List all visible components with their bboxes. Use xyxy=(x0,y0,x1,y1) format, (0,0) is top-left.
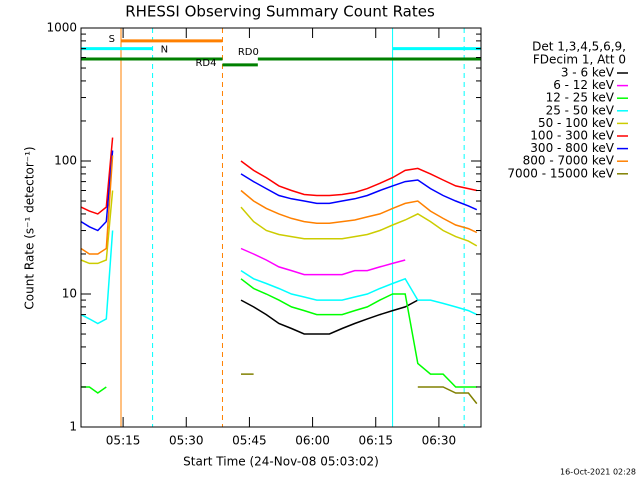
chart-title: RHESSI Observing Summary Count Rates xyxy=(125,3,435,21)
legend-label: 100 - 300 keV xyxy=(530,129,614,143)
series-line xyxy=(240,247,406,276)
annotation-label: RD0 xyxy=(238,47,259,58)
x-tick-label: 06:30 xyxy=(422,434,457,448)
series-line xyxy=(80,190,478,265)
series-line xyxy=(80,137,477,215)
series-line xyxy=(240,299,419,335)
legend-label: 3 - 6 keV xyxy=(561,66,615,80)
x-axis-label: Start Time (24-Nov-08 05:03:02) xyxy=(183,455,379,469)
annotation-label: S xyxy=(109,34,115,45)
legend-label: 6 - 12 keV xyxy=(553,78,615,92)
legend-label: 12 - 25 keV xyxy=(546,91,615,105)
plot-frame xyxy=(80,27,482,428)
legend-title: FDecim 1, Att 0 xyxy=(533,53,626,67)
y-tick-label: 1 xyxy=(69,420,77,434)
legend-label: 25 - 50 keV xyxy=(546,103,615,117)
series-line xyxy=(80,155,478,255)
y-axis-label: Count Rate (s⁻¹ detector⁻¹) xyxy=(23,146,37,309)
legend-label: 50 - 100 keV xyxy=(538,116,615,130)
x-tick-label: 05:45 xyxy=(232,434,267,448)
series-line xyxy=(241,373,478,405)
x-tick-label: 06:15 xyxy=(358,434,393,448)
y-tick-label: 1000 xyxy=(46,21,77,35)
annotation-label: N xyxy=(161,45,168,56)
legend-label: 300 - 800 keV xyxy=(530,141,614,155)
x-tick-label: 05:15 xyxy=(106,434,141,448)
legend-title: Det 1,3,4,5,6,9, xyxy=(532,40,626,54)
x-tick-label: 05:30 xyxy=(169,434,204,448)
annotation-label: RD4 xyxy=(195,58,216,69)
series-line xyxy=(80,230,478,325)
legend-label: 800 - 7000 keV xyxy=(523,154,615,168)
series-line xyxy=(80,150,478,232)
legend-label: 7000 - 15000 keV xyxy=(507,166,614,180)
footer: 16-Oct-2021 02:28 xyxy=(560,468,636,477)
y-tick-label: 100 xyxy=(54,154,77,168)
y-tick-label: 10 xyxy=(62,287,77,301)
x-tick-label: 06:00 xyxy=(295,434,330,448)
